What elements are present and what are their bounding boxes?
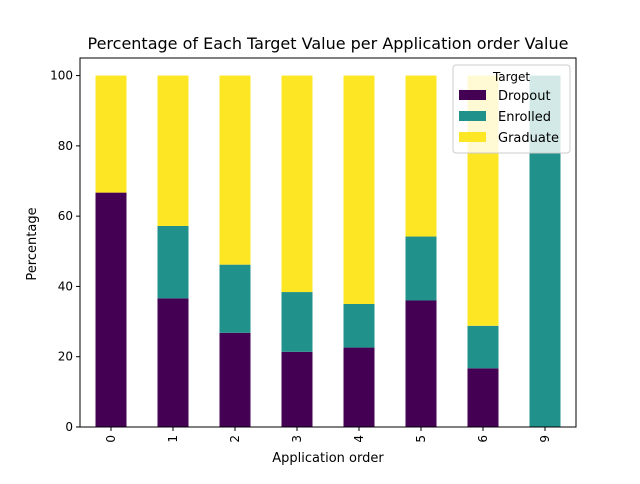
x-tick-label: 1 xyxy=(166,435,180,443)
y-tick-label: 20 xyxy=(58,350,73,364)
bar-graduate-0 xyxy=(95,75,127,193)
bar-enrolled-3 xyxy=(281,292,313,352)
bar-dropout-4 xyxy=(343,347,375,427)
legend-label-dropout: Dropout xyxy=(498,89,551,104)
bar-dropout-6 xyxy=(467,368,499,427)
x-tick-label: 4 xyxy=(352,435,366,443)
plot-frame xyxy=(79,57,577,428)
bar-graduate-3 xyxy=(281,75,313,293)
legend-box xyxy=(452,64,571,154)
legend-label-enrolled: Enrolled xyxy=(498,110,551,125)
x-tick-label: 5 xyxy=(414,435,428,443)
x-tick-label: 9 xyxy=(538,435,552,443)
chart-title: Percentage of Each Target Value per Appl… xyxy=(88,34,569,53)
bar-graduate-2 xyxy=(219,75,251,265)
axes-group: 0 20 40 60 80 100 0 1 2 3 4 5 6 9 xyxy=(50,57,577,443)
x-tick-label: 2 xyxy=(228,435,242,443)
legend-label-graduate: Graduate xyxy=(498,131,559,146)
y-tick-label: 60 xyxy=(58,209,73,223)
y-tick-label: 100 xyxy=(50,69,73,83)
legend-swatch-enrolled xyxy=(459,111,486,121)
x-axis-label: Application order xyxy=(272,451,384,466)
y-axis-label: Percentage xyxy=(25,207,40,280)
x-tick-label: 6 xyxy=(476,435,490,443)
legend: Target Dropout Enrolled Graduate xyxy=(452,64,571,154)
bar-dropout-3 xyxy=(281,351,313,427)
y-tick-label: 0 xyxy=(65,420,73,434)
legend-swatch-graduate xyxy=(459,132,486,142)
bar-dropout-5 xyxy=(405,300,437,427)
bar-enrolled-1 xyxy=(157,225,189,299)
y-tick-label: 80 xyxy=(58,139,73,153)
bar-enrolled-4 xyxy=(343,304,375,348)
bar-enrolled-5 xyxy=(405,236,437,301)
x-tick-label: 0 xyxy=(104,435,118,443)
bar-dropout-0 xyxy=(95,192,127,427)
x-tick-label: 3 xyxy=(290,435,304,443)
bar-graduate-1 xyxy=(157,75,189,226)
bar-dropout-2 xyxy=(219,332,251,427)
bar-enrolled-6 xyxy=(467,325,499,369)
bar-graduate-4 xyxy=(343,75,375,304)
bar-enrolled-2 xyxy=(219,264,251,333)
legend-swatch-dropout xyxy=(459,90,486,100)
legend-title: Target xyxy=(492,70,530,84)
bar-graduate-5 xyxy=(405,75,437,237)
y-tick-label: 40 xyxy=(58,279,73,293)
bar-dropout-1 xyxy=(157,298,189,427)
